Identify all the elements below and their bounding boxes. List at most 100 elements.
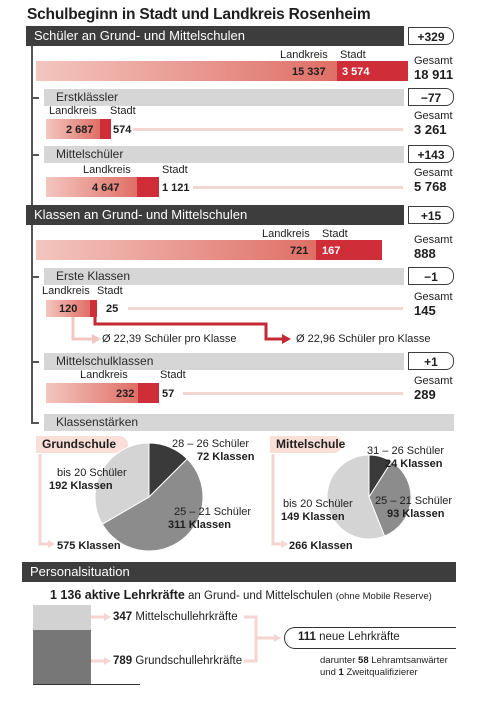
label-stadt-klassen: Stadt [322,228,348,240]
personal-mittelschul-num: 347 [113,611,133,623]
label-landkreis-schueler: Landkreis [280,49,328,61]
personal-headline: 1 136 aktive Lehrkräfte an Grund- und Mi… [50,588,432,602]
pie-ms-label-3-range: bis 20 Schüler [283,498,353,510]
personal-grundschul-num: 789 [113,655,133,667]
value-landkreis-klassen: 721 [290,245,309,257]
neue-lehrkraefte: 111 neue Lehrkräfte [298,631,400,643]
gesamt-label-erste-klassen: Gesamt [414,291,453,303]
arrow-erstklaessler [133,128,403,131]
gesamt-value-schueler: 18 911 [414,67,454,82]
arrow-mittelschulklassen [183,392,403,395]
neue-lehrkraefte-box [284,627,456,649]
value-stadt-erste-klassen: 25 [106,303,119,315]
darunter-und: und [320,667,336,678]
pie-ms-label-2-range: 25 – 21 Schüler [375,495,453,507]
value-landkreis-mittelschulklassen: 232 [116,388,135,400]
pie-mittelschule-slice-2 [368,460,412,537]
delta-schueler: +329 [408,27,454,45]
bar-stadt-mittelschulklassen [138,383,159,403]
label-stadt-mittelschueler: Stadt [162,164,188,176]
personal-grundschul: 789 Grundschullehrkräfte [113,655,242,667]
value-landkreis-schueler: 15 337 [292,66,326,78]
gesamt-value-mittelschulklassen: 289 [414,387,436,402]
bar-landkreis-schueler [36,61,337,81]
section-header-erstklaessler: Erstklässler [44,89,404,106]
bar-stadt-klassen [316,240,382,260]
label-landkreis-erstklaessler: Landkreis [49,105,97,117]
value-stadt-schueler: 3 574 [342,66,370,78]
darunter-line-1: darunter 58 Lehramtsanwärter [320,655,448,666]
pie-gs-label-3-range: bis 20 Schüler [57,467,127,479]
personal-baseline [33,684,140,685]
label-landkreis-mittelschulklassen: Landkreis [80,369,128,381]
darunter-num2: 1 [338,667,344,678]
gesamt-value-erstklaessler: 3 261 [414,122,447,137]
gesamt-value-klassen: 888 [414,246,436,261]
personal-mittelschul-label: Mittelschullehrkräfte [135,611,238,623]
value-stadt-erstklaessler: 574 [113,124,132,136]
darunter-text1: Lehramtsanwärter [371,655,448,666]
pie-gs-label-2-range: 25 – 21 Schüler [174,506,252,518]
section-header-erste-klassen: Erste Klassen [44,268,404,285]
delta-mittelschueler: +143 [408,145,454,163]
value-stadt-mittelschueler: 1 121 [162,182,190,194]
value-landkreis-erste-klassen: 120 [59,303,78,315]
delta-klassen: +15 [408,206,454,224]
value-stadt-mittelschulklassen: 57 [162,388,175,400]
bar-stadt-erstklaessler [100,119,111,139]
label-stadt-mittelschulklassen: Stadt [160,369,186,381]
gesamt-value-erste-klassen: 145 [414,303,436,318]
pie-ms-label-2-count: 93 Klassen [387,508,445,520]
tree-branch-mittelschulklassen [31,361,39,363]
bar-mittelschullehrkraefte [33,605,91,630]
gesamt-label-mittelschueler: Gesamt [414,167,453,179]
section-header-klassen: Klassen an Grund- und Mittelschulen [26,205,404,225]
gesamt-label-erstklaessler: Gesamt [414,110,453,122]
gesamt-label-klassen: Gesamt [414,234,453,246]
delta-mittelschulklassen: +1 [408,352,454,370]
bar-landkreis-erste-klassen [46,300,90,317]
section-header-mittelschueler: Mittelschüler [44,146,404,163]
bar-landkreis-mittelschueler [46,177,137,197]
section-header-mittelschulklassen: Mittelschulklassen [44,353,404,370]
personal-headline-rest: an Grund- und Mittelschulen [188,590,333,602]
pie-gs-label-2-count: 311 Klassen [168,519,231,531]
value-landkreis-mittelschueler: 4 647 [92,182,120,194]
pie-grundschule-slice-3 [94,442,150,525]
value-landkreis-erstklaessler: 2 687 [66,124,94,136]
label-landkreis-erste-klassen: Landkreis [42,285,90,297]
label-stadt-erste-klassen: Stadt [97,285,123,297]
bar-stadt-mittelschueler [137,177,159,197]
gesamt-value-mittelschueler: 5 768 [414,179,447,194]
arrow-erste-klassen [128,307,403,310]
gesamt-label-schueler: Gesamt [414,55,453,67]
bar-grundschullehrkraefte [33,630,91,685]
value-stadt-klassen: 167 [322,245,341,257]
tree-line-main-1 [31,46,33,424]
pie-mittelschule-slice-3 [326,454,386,540]
bar-landkreis-mittelschulklassen [46,383,138,403]
page-title: Schulbeginn in Stadt und Landkreis Rosen… [27,6,371,23]
delta-erste-klassen: −1 [408,267,454,285]
tree-branch-erstklaessler [31,97,39,99]
darunter-line-2: und 1 Zweitqualifizierer [320,667,418,678]
label-landkreis-mittelschueler: Landkreis [83,164,131,176]
pie-ms-label-1-range: 31 – 26 Schüler [367,445,445,457]
section-header-personal: Personalsituation [22,562,456,582]
pie-gs-label-3-count: 192 Klassen [49,480,113,492]
pie-gs-label-1-count: 72 Klassen [197,451,255,463]
gesamt-label-mittelschulklassen: Gesamt [414,375,453,387]
pie-gs-label-1-range: 28 – 26 Schüler [172,438,250,450]
bar-stadt-erste-klassen [90,300,97,317]
label-stadt-schueler: Stadt [340,49,366,61]
personal-grundschul-label: Grundschullehrkräfte [135,655,243,667]
bar-landkreis-erstklaessler [46,119,100,139]
bar-landkreis-klassen [36,240,316,260]
neue-lehrkraefte-num: 111 [298,631,316,643]
arrow-mittelschueler [193,186,403,189]
pie-ms-label-3-count: 149 Klassen [281,511,345,523]
pie-gs-total: 575 Klassen [57,540,121,552]
